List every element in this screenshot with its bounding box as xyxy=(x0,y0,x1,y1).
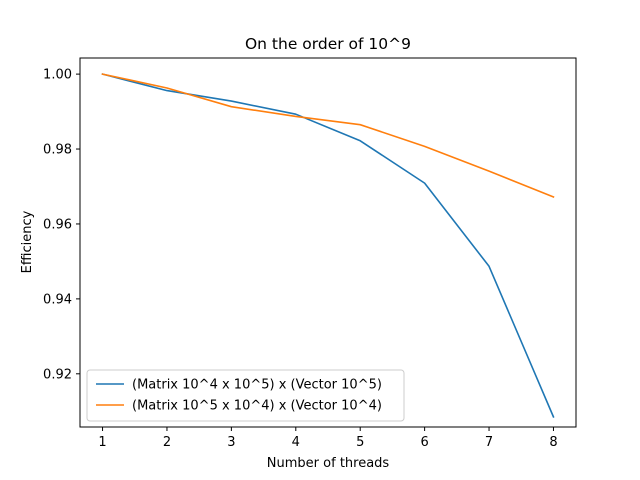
legend-label: (Matrix 10^5 x 10^4) x (Vector 10^4) xyxy=(132,399,382,414)
x-tick-label: 3 xyxy=(227,435,235,450)
x-tick-label: 5 xyxy=(356,435,364,450)
x-tick-label: 6 xyxy=(420,435,428,450)
x-tick-label: 4 xyxy=(292,435,300,450)
y-tick-label: 1.00 xyxy=(43,68,72,83)
legend: (Matrix 10^4 x 10^5) x (Vector 10^5) (Mat… xyxy=(86,369,405,422)
plot-area-frame xyxy=(79,57,577,428)
x-tick-label: 8 xyxy=(549,435,557,450)
series-line-2 xyxy=(101,73,555,199)
series-lines xyxy=(101,73,555,418)
x-tick-label: 1 xyxy=(98,435,106,450)
y-axis: 0.92 0.94 0.96 0.98 1.00 xyxy=(43,68,80,382)
y-tick-label: 0.98 xyxy=(43,143,72,158)
y-axis-title: Efficiency xyxy=(20,210,35,273)
series-line-1 xyxy=(101,73,555,418)
y-tick-label: 0.96 xyxy=(43,217,72,232)
chart-title: On the order of 10^9 xyxy=(245,35,411,53)
x-tick-label: 2 xyxy=(163,435,171,450)
y-tick-label: 0.92 xyxy=(43,367,72,382)
x-tick-label: 7 xyxy=(485,435,493,450)
y-tick-label: 0.94 xyxy=(43,292,72,307)
legend-box xyxy=(86,369,405,422)
x-axis-title: Number of threads xyxy=(267,456,390,471)
x-axis: 1 2 3 4 5 6 7 8 xyxy=(98,427,558,450)
legend-label: (Matrix 10^4 x 10^5) x (Vector 10^5) xyxy=(132,378,382,393)
